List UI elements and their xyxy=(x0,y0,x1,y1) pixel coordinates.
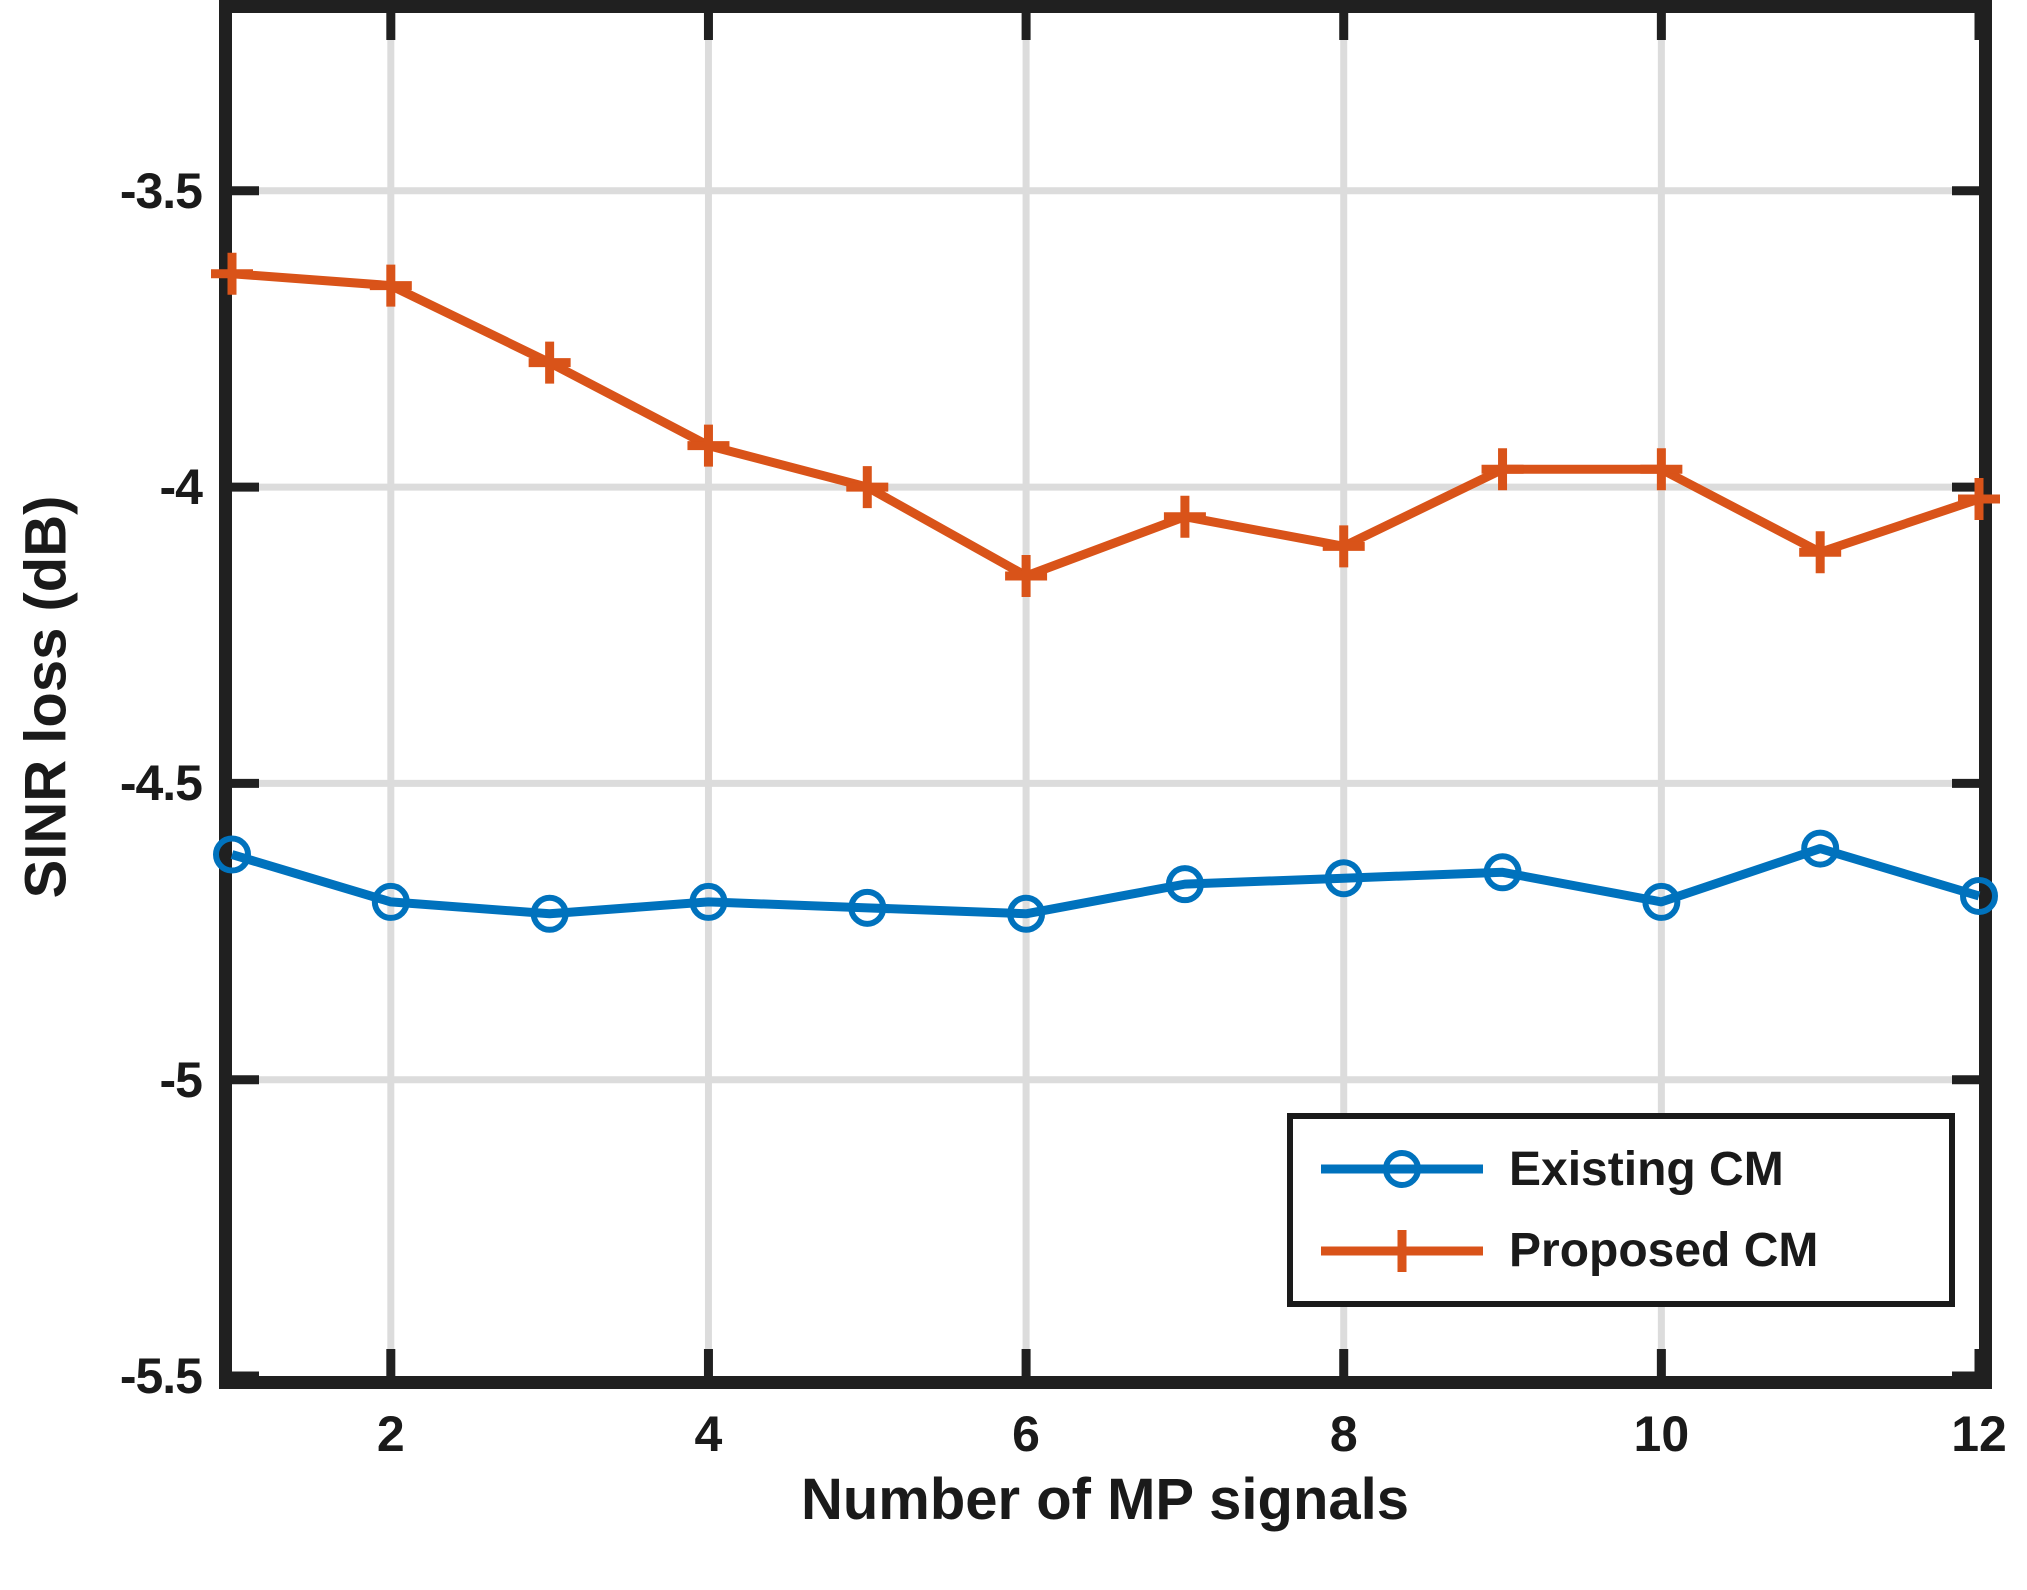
legend-label-proposed-cm: Proposed CM xyxy=(1509,1224,1819,1278)
x-tick-label: 8 xyxy=(1329,1406,1358,1462)
legend-label-existing-cm: Existing CM xyxy=(1509,1142,1784,1196)
y-axis-title: SINR loss (dB) xyxy=(13,495,79,899)
x-tick-label: 6 xyxy=(1012,1406,1040,1462)
legend-item-existing-cm: Existing CM xyxy=(1317,1138,1949,1200)
y-tick-label: -3.5 xyxy=(119,162,203,219)
x-tick-label: 10 xyxy=(1633,1406,1690,1462)
y-tick-label: -5 xyxy=(159,1051,203,1108)
y-tick-label: -5.5 xyxy=(119,1348,203,1404)
y-tick-label: -4.5 xyxy=(119,755,203,812)
plot-area xyxy=(211,0,2000,1389)
x-axis-title: Number of MP signals xyxy=(800,1467,1410,1532)
legend-line-circle-marker-icon xyxy=(1321,1150,1483,1189)
y-tick-label: -4 xyxy=(159,459,203,516)
x-tick-label: 12 xyxy=(1951,1406,2007,1462)
legend-line-plus-marker-icon xyxy=(1321,1229,1483,1272)
x-tick-label: 4 xyxy=(694,1406,723,1462)
x-tick-label: 2 xyxy=(376,1406,405,1462)
legend-item-proposed-cm: Proposed CM xyxy=(1317,1220,1949,1282)
legend: Existing CM Proposed CM xyxy=(1287,1113,1955,1307)
